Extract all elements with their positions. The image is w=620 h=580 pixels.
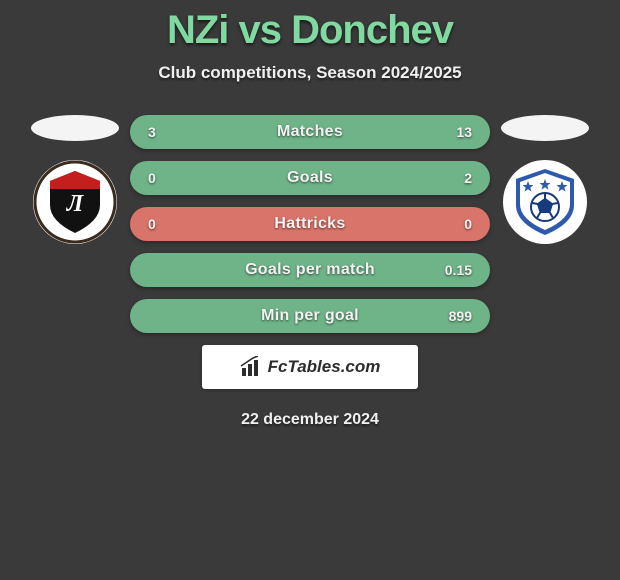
stat-value-left: 0 xyxy=(148,216,156,232)
stat-value-right: 13 xyxy=(456,124,472,140)
shield-icon xyxy=(502,159,588,245)
stat-label: Goals per match xyxy=(130,261,490,279)
page-title: NZi vs Donchev xyxy=(0,0,620,53)
stat-label: Goals xyxy=(130,169,490,187)
stat-label: Min per goal xyxy=(130,307,490,325)
stat-value-left: 3 xyxy=(148,124,156,140)
shield-icon: Л xyxy=(32,159,118,245)
stat-bar: 3Matches13 xyxy=(130,115,490,149)
player-left-oval xyxy=(31,115,119,141)
right-column xyxy=(500,115,590,245)
stat-value-right: 899 xyxy=(449,308,472,324)
left-column: Л xyxy=(30,115,120,245)
bar-chart-icon xyxy=(240,356,262,378)
stat-bar: 0Goals2 xyxy=(130,161,490,195)
club-badge-left: Л xyxy=(32,159,118,245)
stat-label: Hattricks xyxy=(130,215,490,233)
stat-value-left: 0 xyxy=(148,170,156,186)
club-badge-right xyxy=(502,159,588,245)
stat-value-right: 0 xyxy=(464,216,472,232)
stat-bar: Goals per match0.15 xyxy=(130,253,490,287)
player-right-oval xyxy=(501,115,589,141)
comparison-content: Л 3Matches130Goals20Hattricks0Goals per … xyxy=(0,115,620,333)
brand-label: FcTables.com xyxy=(268,357,381,377)
stat-bar: Min per goal899 xyxy=(130,299,490,333)
svg-text:Л: Л xyxy=(66,191,85,217)
stat-bar: 0Hattricks0 xyxy=(130,207,490,241)
stat-value-right: 0.15 xyxy=(445,262,472,278)
stats-column: 3Matches130Goals20Hattricks0Goals per ma… xyxy=(130,115,490,333)
subtitle: Club competitions, Season 2024/2025 xyxy=(0,63,620,83)
brand-box[interactable]: FcTables.com xyxy=(202,345,418,389)
stat-label: Matches xyxy=(130,123,490,141)
date-label: 22 december 2024 xyxy=(0,411,620,429)
stat-value-right: 2 xyxy=(464,170,472,186)
